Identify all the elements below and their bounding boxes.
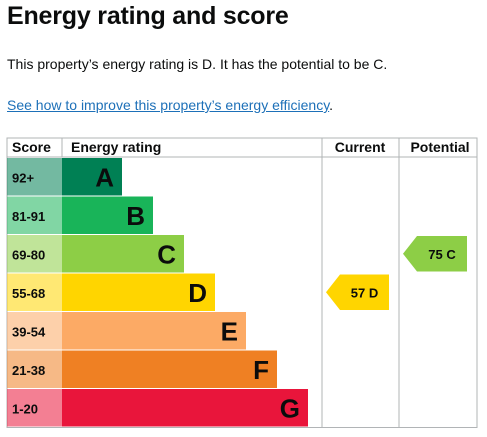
link-suffix: . [329,97,334,113]
column-header-energy-rating: Energy rating [71,139,161,155]
band-score-cell-g [7,389,62,427]
band-letter-g: G [280,393,300,423]
improve-link-line: See how to improve this property’s energ… [7,96,333,114]
band-letter-f: F [253,355,269,385]
rating-summary: This property’s energy rating is D. It h… [7,56,388,72]
rating-markers: 57 D 75 C [326,236,467,310]
band-bar-f [62,350,277,388]
band-score-range-b: 81-91 [12,209,45,224]
band-score-cell-b [7,196,62,234]
potential-rating-label: 75 C [428,247,456,262]
improve-efficiency-link[interactable]: See how to improve this property’s energ… [7,97,330,113]
band-score-range-e: 39-54 [12,324,46,339]
band-bar-b [62,196,153,234]
band-letter-c: C [157,239,176,269]
band-letter-e: E [221,316,238,346]
column-header-potential: Potential [410,139,469,155]
band-bar-c [62,235,184,273]
band-letter-d: D [188,278,207,308]
band-score-range-g: 1-20 [12,401,38,416]
current-rating-arrow [326,274,389,310]
column-header-current: Current [335,139,386,155]
potential-rating-arrow [403,236,467,272]
rating-bands: 92+ A 81-91 B 69-80 C 55-68 D 39-54 E 21-38 F 1-20 G [7,158,308,427]
band-score-range-a: 92+ [12,170,34,185]
band-bar-a [62,158,122,196]
band-bar-e [62,312,246,350]
band-score-cell-f [7,350,62,388]
band-letter-a: A [95,162,114,192]
band-bar-g [62,389,308,427]
band-score-range-f: 21-38 [12,363,45,378]
current-rating-label: 57 D [351,285,378,300]
band-score-cell-a [7,158,62,196]
band-score-range-d: 55-68 [12,286,45,301]
band-score-cell-c [7,235,62,273]
band-score-cell-d [7,273,62,311]
band-letter-b: B [126,201,145,231]
column-header-score: Score [12,139,51,155]
band-score-cell-e [7,312,62,350]
chart-headers: Score Energy rating Current Potential [12,139,470,155]
page-title: Energy rating and score [7,2,289,30]
band-score-range-c: 69-80 [12,247,45,262]
band-bar-d [62,273,215,311]
